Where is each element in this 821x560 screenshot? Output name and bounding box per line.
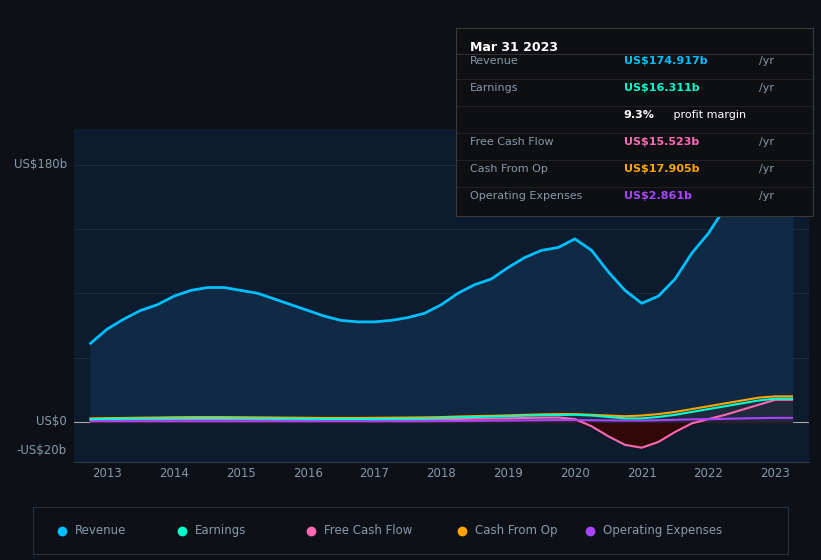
Text: /yr: /yr [759, 164, 774, 174]
Text: 9.3%: 9.3% [623, 110, 654, 120]
Text: US$17.905b: US$17.905b [623, 164, 699, 174]
Text: Revenue: Revenue [75, 524, 126, 537]
Text: Free Cash Flow: Free Cash Flow [470, 137, 553, 147]
Text: /yr: /yr [759, 83, 774, 93]
Text: Revenue: Revenue [470, 56, 519, 66]
Text: /yr: /yr [759, 137, 774, 147]
Text: Mar 31 2023: Mar 31 2023 [470, 41, 558, 54]
Text: profit margin: profit margin [670, 110, 746, 120]
Text: Operating Expenses: Operating Expenses [603, 524, 722, 537]
Text: US$2.861b: US$2.861b [623, 190, 691, 200]
Text: Operating Expenses: Operating Expenses [470, 190, 582, 200]
Text: /yr: /yr [759, 56, 774, 66]
Text: US$180b: US$180b [14, 158, 67, 171]
Text: US$0: US$0 [36, 416, 67, 428]
Text: US$174.917b: US$174.917b [623, 56, 707, 66]
Text: -US$20b: -US$20b [16, 444, 67, 457]
Text: Cash From Op: Cash From Op [475, 524, 557, 537]
Text: US$16.311b: US$16.311b [623, 83, 699, 93]
Text: Earnings: Earnings [195, 524, 246, 537]
Text: US$15.523b: US$15.523b [623, 137, 699, 147]
Text: Free Cash Flow: Free Cash Flow [323, 524, 412, 537]
Text: /yr: /yr [759, 190, 774, 200]
Text: Earnings: Earnings [470, 83, 518, 93]
Text: Cash From Op: Cash From Op [470, 164, 548, 174]
